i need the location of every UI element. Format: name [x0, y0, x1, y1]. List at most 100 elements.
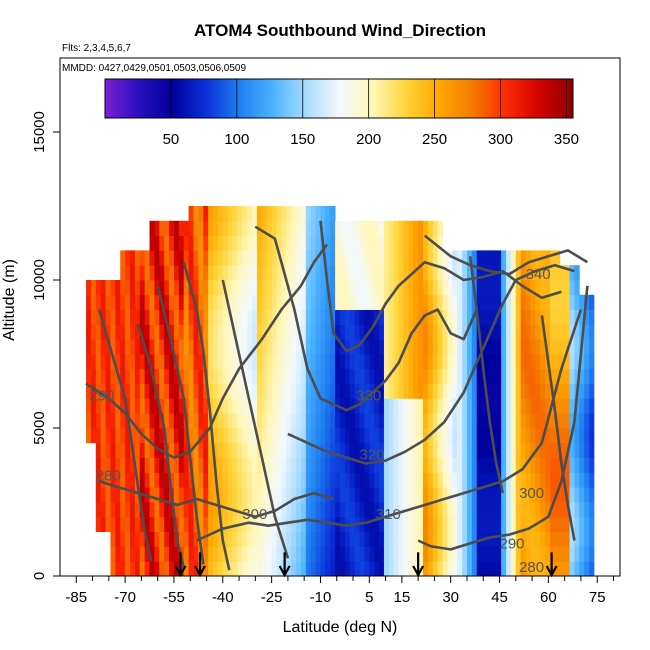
heat-cell	[388, 250, 395, 266]
heat-cell	[589, 442, 595, 458]
heat-cell	[413, 368, 419, 384]
heat-cell	[139, 339, 146, 355]
heat-cell	[432, 354, 439, 370]
heat-cell	[276, 546, 282, 562]
heat-cell	[300, 309, 307, 325]
heat-cell	[130, 324, 136, 340]
heat-cell	[359, 457, 365, 473]
heat-cell	[359, 324, 365, 340]
heat-cell	[252, 531, 258, 547]
heat-cell	[354, 280, 360, 296]
heat-cell	[471, 354, 478, 370]
heat-cell	[203, 561, 209, 576]
heat-cell	[393, 339, 399, 355]
heat-cell	[203, 206, 209, 222]
heat-cell	[520, 561, 526, 576]
heat-cell	[427, 220, 434, 236]
heat-cell	[437, 324, 443, 340]
heat-cell	[125, 398, 131, 414]
heat-cell	[154, 531, 160, 547]
x-tick-label: -70	[114, 589, 136, 606]
heat-cell	[325, 309, 331, 325]
heat-cell	[281, 220, 287, 236]
heat-cell	[564, 398, 570, 414]
heat-cell	[183, 368, 189, 384]
heat-cell	[501, 339, 507, 355]
heat-cell	[281, 457, 287, 473]
heat-cell	[144, 413, 150, 429]
heat-cell	[237, 413, 243, 429]
heat-cell	[305, 354, 312, 370]
heat-cell	[154, 457, 160, 473]
heat-cell	[574, 339, 580, 355]
heat-cell	[506, 442, 512, 458]
heat-cell	[340, 220, 346, 236]
heat-cell	[178, 324, 185, 340]
heat-cell	[349, 531, 356, 547]
heat-cell	[305, 428, 312, 444]
heat-cell	[491, 339, 497, 355]
heat-cell	[154, 294, 160, 310]
heat-cell	[252, 546, 258, 562]
heat-cell	[486, 368, 492, 384]
heat-cell	[276, 457, 282, 473]
heat-cell	[86, 280, 92, 296]
heat-cell	[115, 383, 121, 399]
heat-cell	[344, 428, 351, 444]
heat-cell	[213, 368, 219, 384]
heat-cell	[403, 546, 409, 562]
heat-cell	[208, 280, 214, 296]
heat-cell	[379, 531, 385, 547]
heat-cell	[481, 561, 487, 576]
heat-cell	[320, 368, 326, 384]
heat-cell	[95, 294, 102, 310]
heat-cell	[242, 398, 248, 414]
heat-cell	[310, 383, 316, 399]
heat-cell	[115, 487, 121, 503]
heat-cell	[232, 442, 238, 458]
heat-cell	[510, 294, 517, 310]
heat-cell	[203, 339, 209, 355]
heat-cell	[125, 442, 131, 458]
heat-cell	[447, 294, 453, 310]
heat-cell	[183, 516, 189, 532]
heat-cell	[149, 561, 155, 576]
heat-cell	[462, 265, 468, 281]
heat-cell	[359, 309, 365, 325]
heat-cell	[540, 265, 546, 281]
heat-cell	[545, 324, 551, 340]
heat-cell	[310, 309, 316, 325]
heat-cell	[154, 561, 160, 576]
heat-cell	[535, 398, 541, 414]
heat-cell	[208, 487, 214, 503]
heat-cell	[217, 546, 224, 562]
heat-cell	[95, 502, 102, 518]
heat-cell	[271, 220, 277, 236]
heat-cell	[501, 516, 507, 532]
heat-cell	[452, 561, 458, 576]
heat-cell	[501, 442, 507, 458]
heat-cell	[222, 294, 229, 310]
heat-cell	[423, 265, 429, 281]
heat-cell	[554, 531, 561, 547]
heat-cell	[173, 442, 180, 458]
heat-cell	[418, 324, 424, 340]
heat-cell	[418, 250, 424, 266]
heat-cell	[159, 561, 165, 576]
profile-marker-arrow	[174, 565, 187, 578]
heat-cell	[281, 487, 287, 503]
heat-cell	[134, 265, 141, 281]
heat-cell	[252, 428, 258, 444]
heat-cell	[120, 309, 126, 325]
colorbar-tick-label: 150	[290, 131, 315, 148]
heat-cell	[130, 250, 136, 266]
heat-cell	[271, 531, 277, 547]
heat-cell	[462, 309, 468, 325]
heat-cell	[281, 250, 287, 266]
heat-cell	[589, 383, 595, 399]
heat-cell	[305, 309, 312, 325]
heat-cell	[506, 472, 512, 488]
heat-cell	[525, 531, 531, 547]
heat-cell	[183, 531, 189, 547]
heat-cell	[198, 339, 204, 355]
